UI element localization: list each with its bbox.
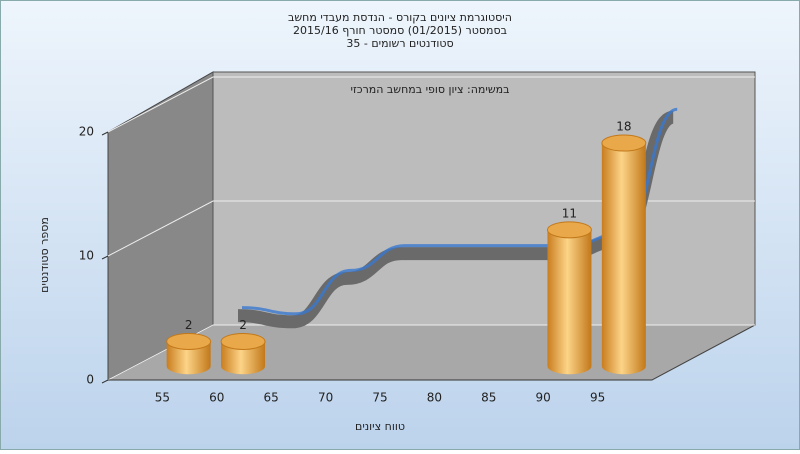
value-label: 11 [562,206,577,220]
y-tick-label: 10 [79,249,94,263]
y-axis-label: מספר סטודנטים [38,217,51,293]
x-axis-label: טווח ציונים [355,420,405,433]
bar-body [601,143,646,375]
value-label: 2 [185,318,193,332]
bar [546,221,592,375]
bar [220,332,266,375]
bar-top [166,332,212,350]
bar [166,332,212,375]
bar-top [601,134,647,152]
annotation: במשימה: ציון סופי במחשב המרכזי [350,83,509,96]
x-tick-label: 55 [155,391,170,405]
tick-mark [101,379,109,384]
x-tick-label: 60 [209,391,224,405]
tick-mark [101,255,109,260]
x-tick-label: 65 [264,391,279,405]
bar-body [166,341,211,375]
value-label: 2 [239,318,247,332]
chart-subtitle: סטודנטים רשומים - 35 [346,37,453,50]
y-tick-label: 20 [79,125,94,139]
bar-top [220,332,266,350]
x-tick-label: 70 [318,391,333,405]
x-tick-label: 75 [372,391,387,405]
value-label: 18 [616,120,631,134]
bar [601,134,647,375]
chart-title: היסטוגרמת ציונים בקורס - הנדסת מעבדי מחש… [288,11,512,24]
x-tick-label: 95 [590,391,605,405]
x-tick-label: 90 [536,391,551,405]
bar-body [221,341,266,375]
x-tick-label: 80 [427,391,442,405]
x-tick-label: 85 [481,391,496,405]
bar-body [547,229,592,375]
tick-mark [101,131,109,136]
grid-line [107,76,755,133]
grid-line [107,200,755,257]
y-tick-label: 0 [86,373,94,387]
chart-subtitle: בסמסטר (01/2015) סמסטר חורף 2015/16 [293,24,507,37]
bar-top [546,221,592,239]
